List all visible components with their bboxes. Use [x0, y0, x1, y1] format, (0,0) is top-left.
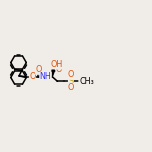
Text: O: O: [56, 65, 62, 74]
Text: CH₃: CH₃: [79, 77, 94, 86]
Text: NH: NH: [40, 72, 51, 81]
Text: O: O: [68, 71, 74, 79]
Text: O: O: [36, 66, 42, 74]
Text: S: S: [68, 77, 73, 86]
Polygon shape: [52, 70, 55, 77]
Text: O: O: [29, 72, 36, 81]
Text: OH: OH: [51, 60, 63, 69]
Text: O: O: [68, 83, 74, 92]
